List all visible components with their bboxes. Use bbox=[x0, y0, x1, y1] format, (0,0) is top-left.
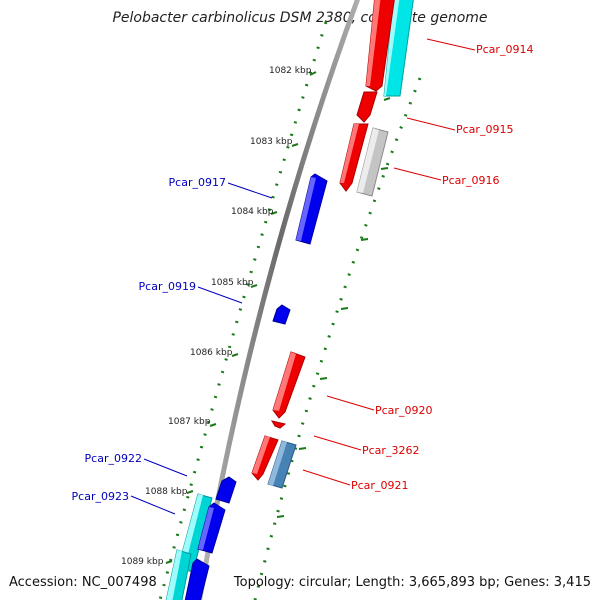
tick-mark-1082 bbox=[309, 71, 317, 76]
gene-pcar-0921-shade bbox=[252, 436, 270, 474]
gene-pcar-0914-shade bbox=[366, 0, 381, 86]
outer-tick bbox=[276, 515, 285, 518]
tick-mark-1083 bbox=[291, 143, 299, 147]
outer-tick bbox=[383, 97, 391, 101]
tick-marks bbox=[165, 71, 391, 564]
gene-label-pcar-0917[interactable]: Pcar_0917 bbox=[169, 176, 226, 189]
tick-label: 1082 kbp bbox=[269, 66, 312, 76]
feature-steelblue-shade bbox=[268, 441, 287, 486]
gene-pcar-0917-shade bbox=[296, 177, 316, 241]
leader-pcar-0916 bbox=[393, 167, 442, 181]
gene-pcar-0919-shape bbox=[272, 304, 291, 325]
ruler-inner-dots bbox=[158, 21, 328, 600]
leader-pcar-0922 bbox=[143, 458, 188, 477]
tick-label: 1089 kbp bbox=[121, 557, 164, 567]
gene-label-pcar-0914[interactable]: Pcar_0914 bbox=[476, 43, 533, 56]
tick-label: 1085 kbp bbox=[211, 278, 254, 288]
gene-label-pcar-0923[interactable]: Pcar_0923 bbox=[72, 490, 129, 503]
feature-rna-lower-2-shade bbox=[166, 550, 182, 600]
tick-mark-1089 bbox=[165, 560, 173, 564]
leader-pcar-0923 bbox=[130, 495, 176, 515]
gene-pcar-0920-shade bbox=[273, 352, 296, 411]
feature-pseudo-shade bbox=[357, 128, 379, 193]
gene-label-pcar-0922[interactable]: Pcar_0922 bbox=[85, 452, 142, 465]
gene-pcar-0916-shade bbox=[340, 124, 359, 183]
leader-pcar-3262 bbox=[313, 435, 362, 451]
tick-mark-1086 bbox=[231, 353, 239, 357]
outer-tick bbox=[319, 377, 328, 380]
outer-tick bbox=[380, 167, 389, 170]
leader-pcar-0914 bbox=[426, 38, 476, 51]
feature-rna-lower-1-shade bbox=[178, 494, 203, 570]
gene-pcar-0923-shade bbox=[198, 507, 214, 550]
gene-label-pcar-0920[interactable]: Pcar_0920 bbox=[375, 404, 432, 417]
tick-mark-1085 bbox=[250, 284, 258, 288]
tick-mark-1084 bbox=[270, 211, 278, 215]
tick-mark-1088 bbox=[186, 490, 194, 494]
leader-pcar-0919 bbox=[197, 286, 243, 304]
tick-label: 1086 kbp bbox=[190, 348, 233, 358]
tick-label: 1083 kbp bbox=[250, 137, 293, 147]
gene-pcar-3262-shape bbox=[270, 420, 287, 429]
leader-pcar-0920 bbox=[326, 395, 375, 411]
outer-tick bbox=[298, 447, 307, 450]
gene-label-pcar-3262[interactable]: Pcar_3262 bbox=[362, 444, 419, 457]
topology-text: Topology: circular; Length: 3,665,893 bp… bbox=[233, 575, 591, 590]
feature-blue-lower bbox=[184, 558, 210, 600]
leader-pcar-0921 bbox=[302, 469, 351, 486]
leader-pcar-0915 bbox=[406, 117, 456, 131]
outer-tick bbox=[360, 238, 369, 241]
gene-pcar-0915-shape bbox=[356, 91, 378, 123]
forward-strand-features bbox=[251, 0, 414, 489]
leader-pcar-0917 bbox=[227, 182, 273, 199]
tick-label: 1087 kbp bbox=[168, 417, 211, 427]
gene-label-pcar-0919[interactable]: Pcar_0919 bbox=[139, 280, 196, 293]
ruler-outer-dots bbox=[253, 77, 422, 600]
reverse-strand-features bbox=[165, 173, 328, 600]
gene-label-pcar-0915[interactable]: Pcar_0915 bbox=[456, 123, 513, 136]
gene-label-pcar-0921[interactable]: Pcar_0921 bbox=[351, 479, 408, 492]
gene-pcar-0922-shape bbox=[215, 476, 237, 504]
accession-text: Accession: NC_007498 bbox=[9, 575, 157, 590]
tick-mark-1087 bbox=[209, 423, 217, 427]
feature-rna-top-shade bbox=[384, 0, 400, 96]
outer-tick bbox=[340, 307, 349, 310]
gene-label-pcar-0916[interactable]: Pcar_0916 bbox=[442, 174, 499, 187]
tick-label: 1088 kbp bbox=[145, 487, 188, 497]
tick-label: 1084 kbp bbox=[231, 207, 274, 217]
